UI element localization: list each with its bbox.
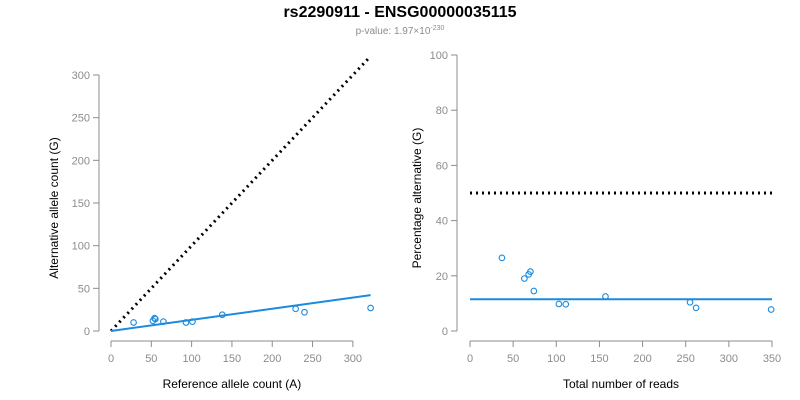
chart2-y-tick-label: 40 <box>436 216 448 228</box>
chart2-y-tick-label: 20 <box>436 271 448 283</box>
chart2-data-point <box>692 304 700 312</box>
chart1-x-tick-label: 0 <box>108 353 114 365</box>
chart2-data-point <box>521 275 528 282</box>
chart1-data-point <box>151 314 158 322</box>
chart2-data-point <box>767 306 775 313</box>
chart1-y-tick-label: 100 <box>72 241 90 253</box>
pvalue-text: p-value: 1.97×10 <box>355 26 431 37</box>
chart1-x-axis-title: Reference allele count (A) <box>163 377 302 391</box>
chart2-x-tick-label: 0 <box>467 353 473 365</box>
chart1-x-tick-label: 250 <box>303 353 321 365</box>
chart1-y-tick-label: 300 <box>72 70 90 82</box>
chart2-data-point <box>602 293 609 300</box>
chart2-x-tick-label: 150 <box>590 353 608 365</box>
chart2-x-tick-label: 50 <box>507 353 519 365</box>
pvalue-subtitle: p-value: 1.97×10-230 <box>0 25 800 37</box>
chart1-y-tick-label: 200 <box>72 155 90 167</box>
chart1-reference-line <box>109 55 372 333</box>
chart2-x-tick-label: 350 <box>763 353 781 365</box>
chart2-y-tick-label: 100 <box>430 50 448 62</box>
chart1-x-tick-label: 150 <box>223 353 241 365</box>
chart2-data-point <box>498 254 506 262</box>
chart1-x-tick-label: 100 <box>182 353 200 365</box>
chart1-y-tick-label: 50 <box>78 283 90 295</box>
chart2-x-tick-label: 200 <box>633 353 651 365</box>
pvalue-exponent: -230 <box>430 25 445 32</box>
chart1-y-tick-label: 150 <box>72 198 90 210</box>
chart2-data-point <box>530 287 538 295</box>
chart1-y-axis-title: Alternative allele count (G) <box>47 137 61 278</box>
chart2-data-point <box>555 300 563 308</box>
chart1-data-point <box>189 318 196 325</box>
chart2-y-tick-label: 60 <box>436 160 448 172</box>
chart1-y-tick-label: 0 <box>84 326 90 338</box>
chart1-x-tick-label: 200 <box>263 353 281 365</box>
chart2-data-point <box>686 298 694 306</box>
chart2-x-tick-label: 300 <box>720 353 738 365</box>
chart2-data-point <box>562 300 570 308</box>
chart1-data-point <box>292 305 299 313</box>
chart1-data-point <box>367 304 374 312</box>
chart2-y-axis-title: Percentage alternative (G) <box>410 128 424 269</box>
chart2-y-tick-label: 80 <box>436 105 448 117</box>
chart1-x-tick-label: 50 <box>145 353 157 365</box>
chart1-data-point <box>218 311 226 319</box>
chart2-y-tick-label: 0 <box>442 326 448 338</box>
chart2-x-tick-label: 100 <box>547 353 565 365</box>
chart1-data-point <box>182 319 190 326</box>
chart1-data-point <box>301 308 308 316</box>
chart1-y-tick-label: 250 <box>72 113 90 125</box>
chart2-data-point <box>527 268 534 276</box>
chart1-x-tick-label: 300 <box>344 353 362 365</box>
chart1-data-point <box>130 319 137 326</box>
chart1-data-point <box>151 315 159 323</box>
chart2-x-axis-title: Total number of reads <box>563 377 679 391</box>
chart1-data-point <box>160 318 167 325</box>
page-title: rs2290911 - ENSG00000035115 <box>283 4 517 21</box>
chart2-x-tick-label: 250 <box>677 353 695 365</box>
chart1-fit-line <box>110 294 371 332</box>
